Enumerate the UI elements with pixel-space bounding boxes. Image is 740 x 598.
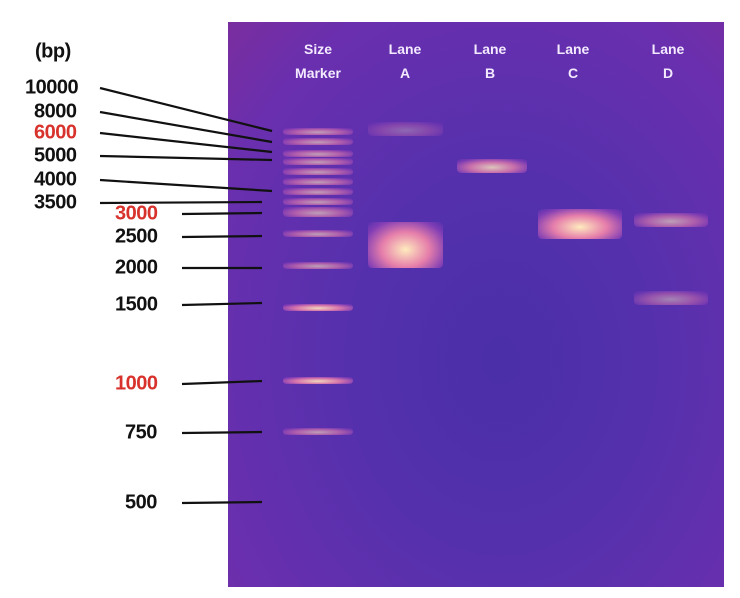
size-label-10000: 10000	[25, 76, 79, 99]
lane-c-band	[538, 209, 622, 240]
leader-line-3500	[99, 200, 263, 205]
lane-a-band	[368, 121, 443, 136]
unit-label: (bp)	[35, 40, 71, 63]
leader-line-1500	[181, 301, 263, 307]
lane-header-line1: Size	[303, 41, 332, 57]
marker-band	[283, 127, 353, 135]
leader-line-6000	[99, 131, 273, 154]
size-label-6000: 6000	[34, 121, 77, 144]
size-label-3000: 3000	[115, 202, 158, 225]
leader-line-500	[181, 500, 263, 505]
lane-header: Size Marker	[278, 37, 358, 85]
lane-header: Lane D	[628, 37, 708, 85]
marker-band	[283, 187, 353, 195]
lane-header: Lane C	[533, 37, 613, 85]
lane-header: Lane A	[365, 37, 445, 85]
size-label-1500: 1500	[115, 293, 158, 316]
lane-header-line1: Lane	[556, 41, 590, 57]
lane-header-line2: Marker	[295, 65, 341, 81]
lane-header-line1: Lane	[473, 41, 507, 57]
lane-header-line1: Lane	[388, 41, 422, 57]
size-label-2500: 2500	[115, 225, 158, 248]
marker-band	[283, 376, 353, 384]
leader-line-4000	[99, 178, 273, 193]
marker-band	[283, 167, 353, 175]
marker-band	[283, 207, 353, 217]
lane-header: Lane B	[450, 37, 530, 85]
size-label-3500: 3500	[34, 191, 77, 214]
lane-header-line2: A	[399, 65, 411, 81]
lane-b-band	[457, 158, 527, 173]
leader-line-10000	[99, 86, 273, 133]
marker-band	[283, 229, 353, 237]
size-label-5000: 5000	[34, 144, 77, 167]
lane-d-band	[634, 290, 708, 305]
size-label-1000: 1000	[115, 372, 158, 395]
size-label-4000: 4000	[34, 168, 77, 191]
marker-band	[283, 157, 353, 165]
leader-line-8000	[99, 110, 273, 144]
size-label-2000: 2000	[115, 256, 158, 279]
marker-band	[283, 177, 353, 185]
marker-band	[283, 261, 353, 269]
marker-band	[283, 149, 353, 157]
marker-band	[283, 427, 353, 435]
marker-band	[283, 137, 353, 145]
lane-d-band	[634, 212, 708, 227]
leader-line-5000	[99, 154, 273, 162]
marker-band	[283, 303, 353, 311]
leader-line-2500	[181, 234, 263, 239]
lane-header-line2: D	[662, 65, 674, 81]
marker-band	[283, 197, 353, 205]
lane-header-line1: Lane	[651, 41, 685, 57]
lane-header-line2: C	[567, 65, 579, 81]
lane-header-line2: B	[484, 65, 496, 81]
lane-a-band	[368, 221, 443, 268]
size-label-8000: 8000	[34, 100, 77, 123]
leader-line-1000	[181, 379, 263, 386]
leader-line-3000	[181, 211, 263, 216]
size-label-750: 750	[125, 421, 157, 444]
leader-line-750	[181, 430, 263, 435]
size-label-500: 500	[125, 491, 157, 514]
